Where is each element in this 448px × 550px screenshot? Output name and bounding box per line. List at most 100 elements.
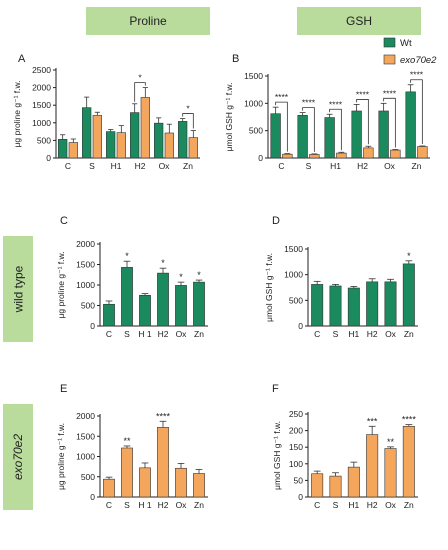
bar-d-wt-0 [311, 284, 324, 327]
y-tick-label-d-1: 500 [289, 295, 303, 305]
x-tick-label-d-5: Zn [404, 329, 414, 339]
bar-d-wt-4 [384, 281, 397, 327]
x-tick-label-a-5: Zn [183, 161, 193, 171]
y-tick-label-e-3: 1500 [76, 431, 95, 441]
bar-e-mutant-3 [157, 427, 169, 498]
y-tick-label-f-3: 150 [289, 442, 303, 452]
bar-b-wt-3 [351, 110, 362, 159]
y-tick-label-b-1: 500 [249, 126, 263, 136]
y-tick-label-f-0: 0 [298, 492, 303, 502]
bar-a-mutant-5 [188, 137, 198, 159]
y-tick-label-d-3: 1500 [284, 244, 303, 254]
y-tick-label-f-1: 50 [294, 475, 304, 485]
sig-star-f-3: *** [367, 416, 378, 426]
sig-star-e-1: ** [123, 436, 131, 446]
x-tick-label-d-0: C [314, 329, 320, 339]
header-gsh: GSH [297, 7, 421, 35]
x-tick-label-f-4: Ox [385, 500, 397, 510]
y-tick-label-e-0: 0 [90, 492, 95, 502]
x-tick-label-a-3: H2 [135, 161, 146, 171]
sig-label-b-1: **** [302, 98, 316, 108]
x-tick-label-c-5: Zn [194, 329, 204, 339]
bar-a-wt-4 [154, 122, 164, 159]
x-tick-label-f-2: H1 [348, 500, 359, 510]
sig-bracket-b-0 [275, 101, 288, 152]
bar-d-wt-3 [366, 281, 379, 327]
y-tick-label-a-3: 1500 [32, 100, 51, 110]
sig-label-a-3: * [138, 73, 142, 83]
header-proline-label: Proline [129, 14, 167, 28]
bar-e-mutant-4 [175, 467, 187, 498]
sig-star-c-4: * [179, 272, 183, 282]
bar-e-mutant-2 [139, 467, 151, 498]
bar-d-wt-2 [347, 287, 360, 327]
y-tick-label-d-0: 0 [298, 321, 303, 331]
x-tick-label-a-2: H1 [111, 161, 122, 171]
sig-star-e-3: **** [156, 411, 171, 421]
panel-letter-c: C [60, 215, 68, 227]
sig-star-c-5: * [197, 270, 201, 280]
bar-b-wt-0 [270, 113, 281, 159]
x-tick-label-f-1: S [333, 500, 339, 510]
x-tick-label-e-1: S [124, 500, 130, 510]
y-tick-label-a-0: 0 [46, 153, 51, 163]
x-tick-label-a-1: S [89, 161, 95, 171]
bar-b-mutant-3 [363, 147, 374, 159]
panel-letter-b: B [232, 53, 239, 65]
bar-f-mutant-1 [329, 475, 342, 498]
y-axis-label-e: μg proline g⁻¹ f.w. [56, 423, 66, 490]
y-tick-label-c-3: 1500 [76, 260, 95, 270]
x-tick-label-e-4: Ox [176, 500, 188, 510]
legend-label-wt: Wt [400, 38, 412, 49]
header-proline: Proline [86, 7, 210, 35]
panel-letter-a: A [18, 53, 26, 65]
y-tick-label-f-2: 100 [289, 459, 303, 469]
sig-label-a-5: * [186, 104, 190, 114]
x-tick-label-d-2: H1 [348, 329, 359, 339]
legend-swatch-mutant [383, 54, 396, 65]
sig-label-b-0: **** [275, 92, 289, 102]
y-tick-label-b-2: 1000 [244, 98, 263, 108]
sig-star-c-1: * [125, 251, 129, 261]
bar-b-wt-4 [378, 110, 389, 159]
x-tick-label-d-1: S [333, 329, 339, 339]
sig-bracket-b-2 [329, 108, 342, 151]
bar-b-mutant-4 [390, 149, 401, 159]
y-axis-label-d: μmol GSH g⁻¹ f.w. [264, 253, 274, 322]
x-tick-label-e-0: C [106, 500, 112, 510]
sig-bracket-b-3 [356, 99, 369, 145]
panel-letter-e: E [60, 383, 67, 395]
y-tick-label-c-4: 2000 [76, 239, 95, 249]
y-tick-label-a-2: 1000 [32, 118, 51, 128]
bar-b-wt-1 [297, 115, 308, 159]
bar-a-wt-2 [106, 131, 116, 159]
bar-f-mutant-3 [366, 434, 379, 498]
bar-a-wt-1 [82, 107, 92, 159]
x-tick-label-c-1: S [124, 329, 130, 339]
header-gsh-label: GSH [345, 14, 372, 28]
panel-letter-d: D [272, 215, 280, 227]
x-tick-label-f-0: C [314, 500, 320, 510]
legend-label-mutant: exo70e2 [400, 55, 437, 66]
sig-star-d-5: * [407, 251, 411, 261]
y-tick-label-d-2: 1000 [284, 270, 303, 280]
x-tick-label-f-5: Zn [404, 500, 414, 510]
x-tick-label-d-3: H2 [367, 329, 378, 339]
y-tick-label-e-2: 1000 [76, 452, 95, 462]
y-axis-label-a: μg proline g⁻¹ f.w. [12, 80, 22, 147]
bar-e-mutant-5 [193, 473, 205, 498]
x-tick-label-e-2: H 1 [138, 500, 152, 510]
sig-bracket-b-5 [410, 79, 423, 144]
bar-c-wt-1 [121, 267, 133, 327]
bar-a-mutant-1 [92, 115, 102, 159]
y-tick-label-e-1: 500 [81, 472, 95, 482]
bar-b-mutant-0 [282, 153, 293, 159]
sig-label-b-4: **** [383, 88, 397, 98]
sig-label-b-5: **** [410, 70, 424, 80]
sig-bracket-b-1 [302, 107, 315, 152]
y-tick-label-a-5: 2500 [32, 65, 51, 75]
bar-c-wt-3 [157, 272, 169, 327]
bar-d-wt-5 [402, 263, 415, 327]
bar-b-wt-2 [324, 117, 335, 159]
